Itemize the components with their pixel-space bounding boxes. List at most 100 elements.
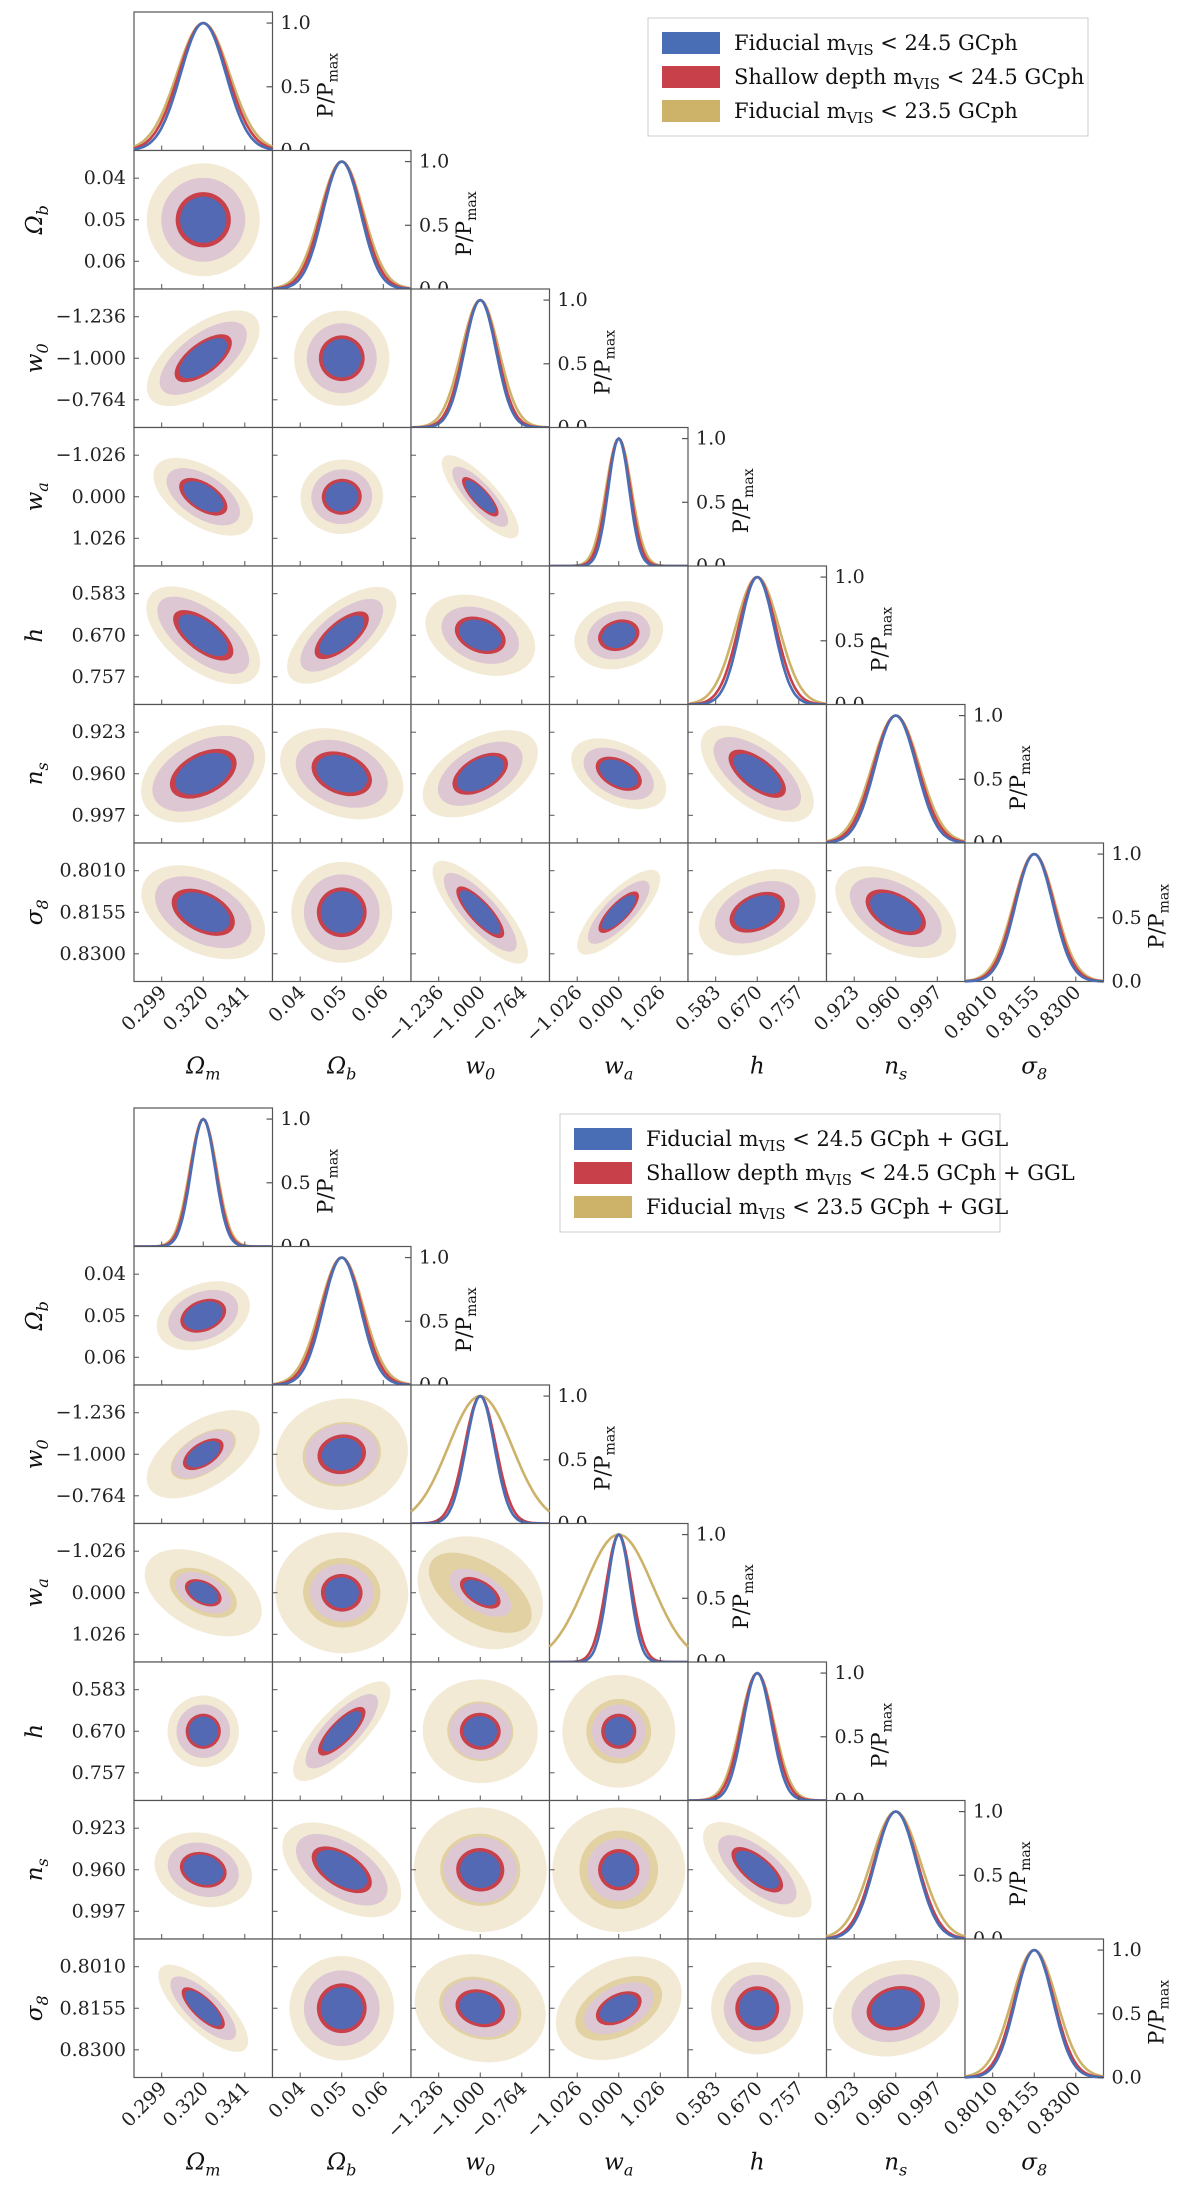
pmax-axis: 0.00.51.0P/Pmax [543, 1385, 619, 1535]
x-tick-label: 0.923 [810, 2077, 864, 2131]
y-tick-label: −0.764 [56, 1485, 126, 1507]
x-axis-label: Ωb [326, 2150, 356, 2180]
contour-0-0.95 [460, 1851, 501, 1888]
x-tick-label: 0.923 [810, 981, 864, 1035]
y-tick-label: 0.757 [72, 1762, 126, 1784]
y-axis-label: σ8 [22, 1995, 52, 2021]
pmax-axis-label: P/Pmax [591, 1426, 619, 1491]
contour-0-0.95 [735, 1850, 779, 1889]
x-tick-label: 0.997 [893, 2077, 947, 2131]
pmax-tick-label: 1.0 [558, 1385, 588, 1407]
pmax-tick-label: 0.5 [558, 1449, 588, 1471]
contour-0-0.95 [463, 1716, 498, 1747]
pmax-tick-label: 1.0 [973, 705, 1003, 727]
y-axis-5: 0.923 0.960 0.997 ns [22, 721, 126, 826]
contour-0-0.95 [179, 338, 228, 379]
y-axis-3: −1.026 0.000 1.026 wa [22, 1540, 126, 1645]
y-tick-label: −1.236 [56, 1402, 126, 1424]
x-tick-label: 0.000 [574, 981, 628, 1035]
marginal-curve-fiducial [826, 1810, 966, 1940]
pmax-tick-label: 0.5 [281, 1172, 311, 1194]
pmax-axis: 0.00.51.0P/Pmax [543, 289, 619, 439]
contour-0-0.95 [322, 1711, 362, 1752]
marginal-curve-fiducial [272, 160, 412, 291]
x-axis-label: Ωb [326, 1054, 356, 1084]
pmax-tick-label: 1.0 [281, 12, 311, 34]
legend-swatch [574, 1128, 632, 1150]
contour-0-0.95 [319, 615, 365, 655]
legend-label: Shallow depth mVIS < 24.5 GCph [734, 65, 1084, 93]
pmax-tick-label: 1.0 [558, 289, 588, 311]
pmax-axis: 0.00.51.0P/Pmax [405, 1247, 480, 1396]
pmax-tick-label: 1.0 [835, 566, 865, 588]
marginal-curve-fiducial [964, 852, 1104, 983]
contour-0-0.95 [599, 759, 638, 789]
pmax-tick-label: 1.0 [973, 1801, 1003, 1823]
contour-0-0.95 [321, 1437, 362, 1471]
pmax-tick-label: 0.0 [1112, 2067, 1142, 2089]
contour-0-0.95 [176, 892, 230, 933]
y-tick-label: 0.06 [84, 1346, 126, 1368]
contour-0-0.95 [316, 754, 368, 793]
pmax-tick-label: 1.0 [835, 1662, 865, 1684]
contour-0-0.95 [456, 755, 504, 792]
subplot-frame [687, 565, 828, 706]
pmax-axis: 0.00.51.0P/Pmax [1097, 1939, 1173, 2089]
pmax-axis-label: P/Pmax [314, 53, 342, 118]
contour-0-0.95 [322, 338, 362, 378]
pmax-tick-label: 0.5 [973, 1864, 1003, 1886]
contour-0-0.95 [178, 614, 229, 657]
y-axis-label: ns [22, 762, 52, 785]
subplot-frame [133, 1107, 274, 1248]
y-axis-label: Ωb [22, 1301, 52, 1331]
legend: Fiducial mVIS < 24.5 GCph + GGL Shallow d… [559, 1113, 1075, 1233]
contour-0-0.95 [188, 1581, 219, 1605]
legend-swatch [662, 100, 720, 122]
y-tick-label: 1.026 [72, 527, 126, 549]
pmax-axis-label: P/Pmax [1006, 745, 1034, 810]
pmax-axis: 0.00.51.0P/Pmax [1097, 843, 1173, 993]
x-tick-label: 0.06 [347, 2077, 392, 2122]
x-tick-label: 0.960 [851, 2077, 905, 2131]
pmax-axis: 0.00.51.0P/Pmax [682, 1524, 757, 1673]
y-axis-6: 0.8010 0.8155 0.8300 σ8 [22, 1956, 126, 2061]
y-tick-label: 0.04 [84, 1263, 126, 1285]
contour-0-0.95 [320, 891, 363, 934]
pmax-axis-label: P/Pmax [868, 1703, 896, 1768]
x-tick-label: 0.320 [159, 2077, 213, 2131]
pmax-axis: 0.00.51.0P/Pmax [959, 1801, 1034, 1950]
contour-0-0.95 [733, 753, 782, 794]
contour-0-0.95 [188, 1716, 218, 1746]
y-tick-label: −1.000 [56, 347, 126, 369]
x-tick-label: 0.757 [754, 2077, 808, 2131]
pmax-tick-label: 0.5 [1112, 2003, 1142, 2025]
contour-0-0.95 [604, 1717, 633, 1746]
marginal-curve-fiducial [826, 714, 966, 844]
subplot-frame [271, 149, 412, 290]
contour-0-0.95 [599, 1994, 638, 2023]
y-tick-label: 0.960 [72, 1859, 126, 1881]
marginal-curve-fiducial [688, 1671, 827, 1802]
legend-label: Fiducial mVIS < 24.5 GCph + GGL [646, 1127, 1008, 1155]
pmax-axis-label: P/Pmax [729, 468, 757, 533]
marginal-curve-fiducial [133, 21, 273, 151]
legend-swatch [574, 1162, 632, 1184]
pmax-tick-label: 0.5 [419, 214, 449, 236]
pmax-tick-label: 0.0 [1112, 971, 1142, 993]
contour-0-0.95 [465, 480, 496, 514]
y-tick-label: 0.04 [84, 167, 126, 189]
y-tick-label: −1.236 [56, 306, 126, 328]
x-tick-label: 0.06 [347, 981, 392, 1026]
y-axis-1: 0.04 0.05 0.06 Ωb [22, 167, 126, 272]
x-tick-label: 0.05 [306, 981, 351, 1026]
pmax-axis-label: P/Pmax [452, 1287, 480, 1352]
marginal-curve-fiducial [411, 1394, 550, 1525]
contour-0-0.95 [601, 622, 636, 649]
